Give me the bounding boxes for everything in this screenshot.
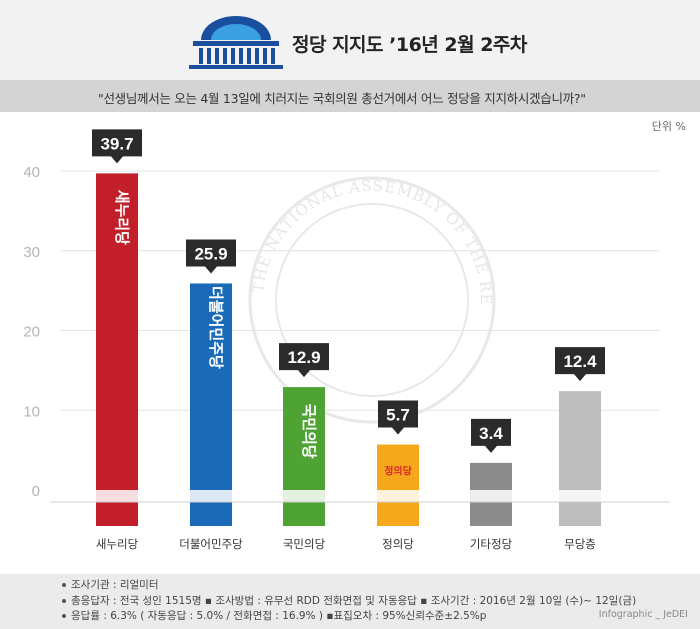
value-label: 12.9 [287, 348, 320, 367]
bar [190, 283, 232, 526]
category-label: 새누리당 [96, 537, 139, 551]
note-text-2: 총응답자 : 전국 성인 1515명 ▪ 조사방법 : 유무선 RDD 전화면접… [71, 594, 637, 607]
value-label-box [378, 400, 418, 435]
value-label-box [92, 129, 142, 164]
category-label: 국민의당 [283, 537, 326, 551]
value-label-box [186, 239, 236, 274]
survey-question: "선생님께서는 오는 4월 13일에 치러지는 국회의원 총선거에서 어느 정당… [98, 91, 586, 106]
bullet-icon [62, 614, 66, 618]
category-label: 더불어민주당 [179, 537, 243, 551]
bar [559, 391, 601, 526]
value-label-box [471, 418, 511, 453]
value-label: 5.7 [386, 406, 410, 425]
national-assembly-emblem-icon [189, 16, 283, 69]
party-logo-text: 더불어민주당 [207, 286, 225, 369]
watermark-seal: THE NATIONAL ASSEMBLY OF THE REPUBLIC OF… [0, 112, 496, 424]
bar [96, 173, 138, 526]
bar [283, 387, 325, 526]
party-logo-text: 국민의당 [300, 404, 318, 459]
footer-band [0, 574, 700, 629]
y-tick-label: 30 [23, 244, 40, 261]
floor-band [50, 490, 670, 502]
category-label: 정의당 [382, 537, 414, 551]
party-logo-text: 정의당 [384, 465, 412, 478]
value-label-box [555, 347, 605, 382]
bar [377, 444, 419, 526]
y-tick-label: 40 [23, 164, 40, 181]
value-label: 25.9 [194, 244, 227, 263]
bullet-icon [62, 583, 66, 587]
seal-text: THE NATIONAL ASSEMBLY OF THE REPUBLIC OF… [0, 112, 495, 305]
value-label-box [279, 343, 329, 378]
note-text-3: 응답률 : 6.3% ( 자동응답 : 5.0% / 전화면접 : 16.9% … [71, 610, 487, 622]
survey-notes: 조사기관 : 리얼미터 총응답자 : 전국 성인 1515명 ▪ 조사방법 : … [62, 578, 636, 625]
category-label: 기타정당 [470, 537, 513, 551]
seal-outer-ring [248, 176, 496, 424]
note-line-2: 총응답자 : 전국 성인 1515명 ▪ 조사방법 : 유무선 RDD 전화면접… [62, 594, 636, 610]
note-text-1: 조사기관 : 리얼미터 [71, 579, 159, 591]
note-line-3: 응답률 : 6.3% ( 자동응답 : 5.0% / 전화면접 : 16.9% … [62, 609, 636, 625]
credit-label: Infographic _ JeDEI [598, 609, 688, 620]
bar-chart: THE NATIONAL ASSEMBLY OF THE REPUBLIC OF… [0, 112, 670, 551]
value-label: 39.7 [100, 134, 133, 153]
page-title: 정당 지지도 ’16년 2월 2주차 [292, 34, 527, 56]
value-label: 12.4 [563, 352, 597, 371]
y-tick-label: 10 [23, 403, 40, 420]
question-band [0, 80, 700, 112]
unit-label: 단위 % [651, 120, 686, 133]
value-label: 3.4 [479, 424, 503, 443]
y-tick-label: 20 [23, 324, 40, 341]
header-band [0, 0, 700, 80]
y-tick-label: 0 [32, 483, 40, 500]
seal-inner-ring [275, 203, 469, 397]
category-label: 무당층 [564, 537, 596, 551]
note-line-1: 조사기관 : 리얼미터 [62, 578, 636, 594]
party-logo-text: 새누리당 [113, 190, 131, 245]
bullet-icon [62, 598, 66, 603]
